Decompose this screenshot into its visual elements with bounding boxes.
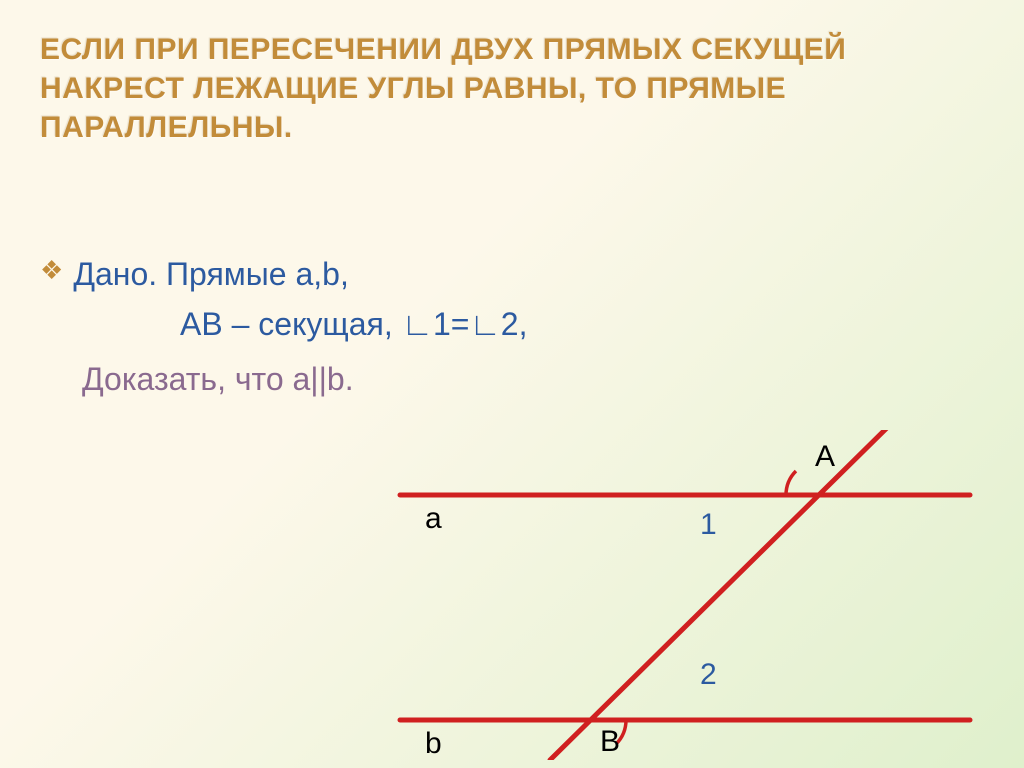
prove-line: Доказать, что a||b. — [82, 355, 680, 405]
geometry-diagram: A B a b 1 2 — [370, 430, 990, 760]
label-B: B — [600, 725, 620, 759]
slide: ЕСЛИ ПРИ ПЕРЕСЕЧЕНИИ ДВУХ ПРЯМЫХ СЕКУЩЕЙ… — [0, 0, 1024, 768]
given-line1: Дано. Прямые a,b, — [73, 250, 349, 300]
given-row-1: ❖ Дано. Прямые a,b, — [40, 250, 680, 300]
theorem-title: ЕСЛИ ПРИ ПЕРЕСЕЧЕНИИ ДВУХ ПРЯМЫХ СЕКУЩЕЙ… — [40, 30, 970, 147]
label-line-b: b — [425, 727, 442, 761]
diagram-svg — [370, 430, 990, 760]
angle-arc-1 — [786, 471, 796, 495]
given-line2: AB – секущая, ∟1=∟2, — [180, 300, 680, 350]
given-block: ❖ Дано. Прямые a,b, AB – секущая, ∟1=∟2,… — [40, 250, 680, 405]
label-angle-1: 1 — [700, 508, 717, 542]
title-text: ЕСЛИ ПРИ ПЕРЕСЕЧЕНИИ ДВУХ ПРЯМЫХ СЕКУЩЕЙ… — [40, 33, 846, 144]
label-A: A — [815, 440, 835, 474]
bullet-icon: ❖ — [40, 250, 63, 290]
label-angle-2: 2 — [700, 658, 717, 692]
label-line-a: a — [425, 502, 442, 536]
transversal-line — [550, 430, 900, 760]
